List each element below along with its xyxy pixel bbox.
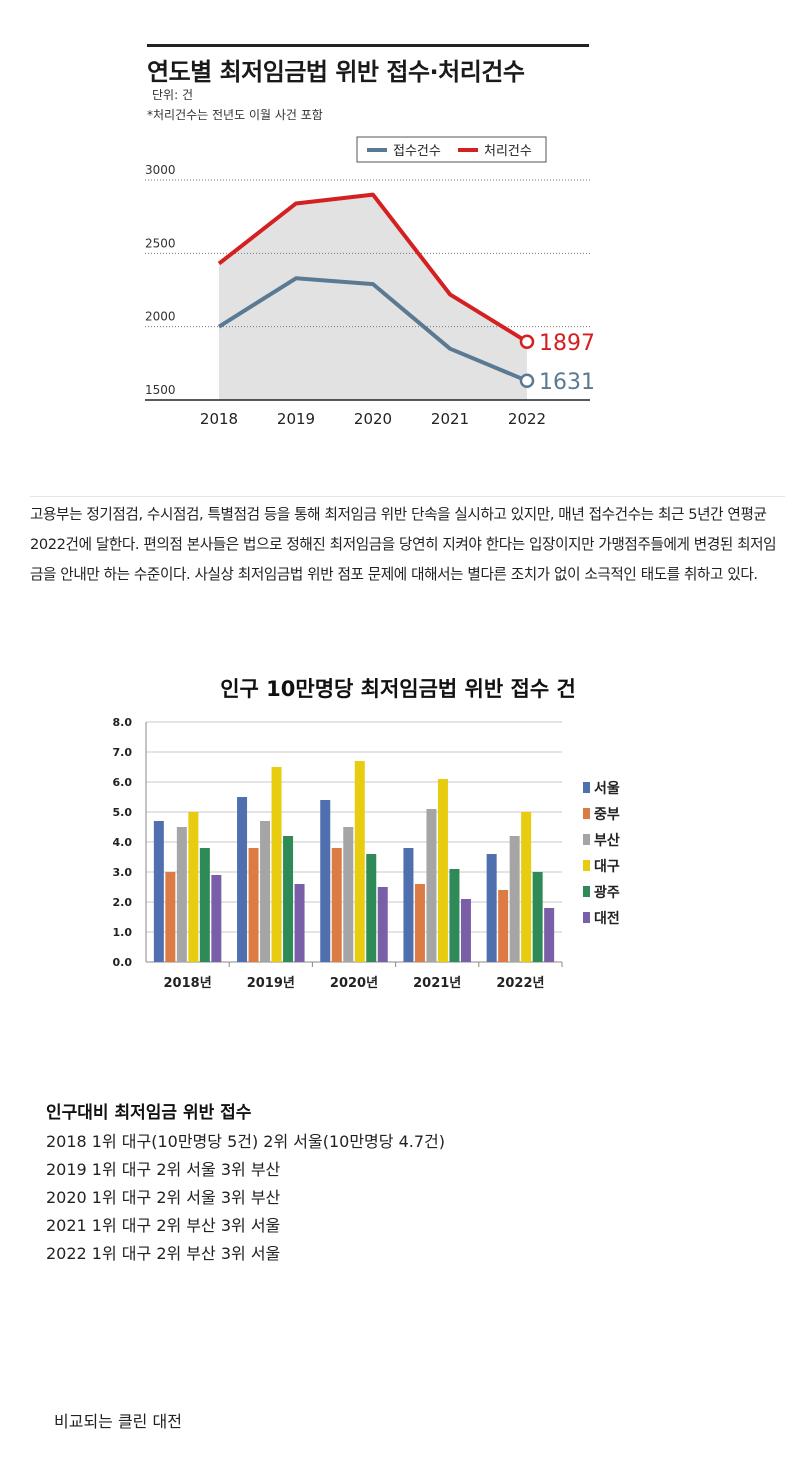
legend-swatch	[583, 912, 590, 923]
bar-광주	[532, 872, 543, 962]
y-tick-label: 1.0	[113, 926, 133, 939]
legend-label: 중부	[594, 807, 620, 823]
bar-서울	[320, 800, 331, 962]
line-chart-unit: 단위: 건	[152, 88, 193, 102]
bar-chart: 0.0 1.0 2.0 3.0 4.0 5.0 6.0 7.0 8.0 2018년 2019년 202…	[113, 716, 620, 991]
legend-swatch	[583, 808, 590, 819]
title-rule	[147, 44, 589, 47]
bar-중부	[331, 848, 342, 962]
end-value-label: 1631	[539, 370, 595, 395]
bar-부산	[176, 827, 187, 962]
x-tick-label: 2018	[200, 410, 238, 428]
bar-서울	[237, 797, 248, 962]
legend-label: 서울	[594, 780, 620, 797]
x-tick-label: 2021년	[413, 976, 461, 991]
x-tick-label: 2020년	[330, 976, 378, 991]
bar-중부	[248, 848, 259, 962]
bar-서울	[403, 848, 414, 962]
bar-chart-section: 인구 10만명당 최저임금법 위반 접수 건 0.0 1.0 2.0 3.0 4.0 5.…	[0, 655, 796, 1015]
summary-line: 2021 1위 대구 2위 부산 3위 서울	[46, 1216, 281, 1235]
end-value-label: 1897	[539, 331, 595, 356]
legend-label: 부산	[594, 832, 620, 849]
legend-swatch	[583, 782, 590, 793]
y-tick-label: 5.0	[113, 806, 133, 819]
bar-부산	[343, 827, 354, 962]
divider	[30, 496, 785, 497]
x-tick-label: 2019	[277, 410, 315, 428]
bar-광주	[449, 869, 460, 962]
bar-중부	[165, 872, 176, 962]
x-tick-label: 2022년	[496, 976, 544, 991]
line-chart-section: 연도별 최저임금법 위반 접수·처리건수 단위: 건 *처리건수는 전년도 이월…	[0, 0, 796, 470]
legend-swatch	[583, 886, 590, 897]
y-tick-label: 7.0	[113, 746, 133, 759]
y-tick-label: 8.0	[113, 716, 133, 729]
bar-chart-title: 인구 10만명당 최저임금법 위반 접수 건	[220, 677, 576, 701]
bar-대구	[188, 812, 199, 962]
bar-서울	[153, 821, 164, 962]
y-tick-label: 3.0	[113, 866, 133, 879]
footer-caption: 비교되는 클린 대전	[54, 1412, 182, 1431]
bar-광주	[283, 836, 294, 962]
legend-label: 광주	[594, 884, 620, 901]
bar-광주	[366, 854, 377, 962]
bar-중부	[498, 890, 509, 962]
y-tick-label: 0.0	[113, 956, 133, 969]
legend-label: 대전	[594, 910, 620, 927]
y-tick-label: 2000	[145, 310, 176, 324]
summary-line: 2022 1위 대구 2위 부산 3위 서울	[46, 1244, 281, 1263]
summary-line: 2020 1위 대구 2위 서울 3위 부산	[46, 1188, 281, 1207]
bar-대전	[544, 908, 555, 962]
legend: 접수건수 처리건수	[356, 136, 547, 163]
summary-block: 인구대비 최저임금 위반 접수 2018 1위 대구(10만명당 5건) 2위 …	[46, 1098, 746, 1268]
bar-대구	[271, 767, 282, 962]
x-tick-label: 2020	[354, 410, 392, 428]
y-tick-label: 2.0	[113, 896, 133, 909]
x-tick-label: 2022	[508, 410, 546, 428]
y-tick-label: 2500	[145, 236, 176, 250]
legend-swatch	[583, 834, 590, 845]
x-tick-label: 2021	[431, 410, 469, 428]
legend-label: 처리건수	[484, 144, 532, 159]
end-point-marker	[519, 334, 535, 350]
bar-대전	[377, 887, 388, 962]
line-chart-title: 연도별 최저임금법 위반 접수·처리건수	[147, 58, 525, 86]
line-chart: 3000 2500 2000 1500 2018 2019 2020 2021 2022 1631…	[145, 136, 595, 428]
legend-box	[356, 136, 547, 163]
bar-대구	[437, 779, 448, 962]
y-tick-label: 3000	[145, 163, 176, 177]
bar-중부	[414, 884, 425, 962]
y-tick-label: 6.0	[113, 776, 133, 789]
bar-대구	[521, 812, 532, 962]
summary-title: 인구대비 최저임금 위반 접수	[46, 1103, 252, 1123]
bar-부산	[260, 821, 271, 962]
legend-label: 접수건수	[393, 144, 441, 159]
legend-swatch	[583, 860, 590, 871]
bar-대전	[460, 899, 471, 962]
series-line-received	[217, 276, 528, 383]
line-chart-note: *처리건수는 전년도 이월 사건 포함	[147, 108, 323, 122]
end-point-marker	[519, 373, 535, 389]
bar-대전	[211, 875, 222, 962]
y-tick-label: 4.0	[113, 836, 133, 849]
bar-부산	[426, 809, 437, 962]
x-tick-label: 2019년	[247, 976, 295, 991]
summary-line: 2019 1위 대구 2위 서울 3위 부산	[46, 1160, 281, 1179]
y-tick-label: 1500	[145, 383, 176, 397]
summary-line: 2018 1위 대구(10만명당 5건) 2위 서울(10만명당 4.7건)	[46, 1132, 445, 1151]
bar-부산	[509, 836, 520, 962]
bar-서울	[486, 854, 497, 962]
series-line-processed	[217, 192, 529, 344]
legend-label: 대구	[594, 859, 620, 875]
bar-대구	[354, 761, 365, 962]
article-paragraph: 고용부는 정기점검, 수시점검, 특별점검 등을 통해 최저임금 위반 단속을 …	[30, 506, 777, 583]
x-tick-label: 2018년	[164, 976, 212, 991]
bar-광주	[199, 848, 210, 962]
bar-대전	[294, 884, 305, 962]
